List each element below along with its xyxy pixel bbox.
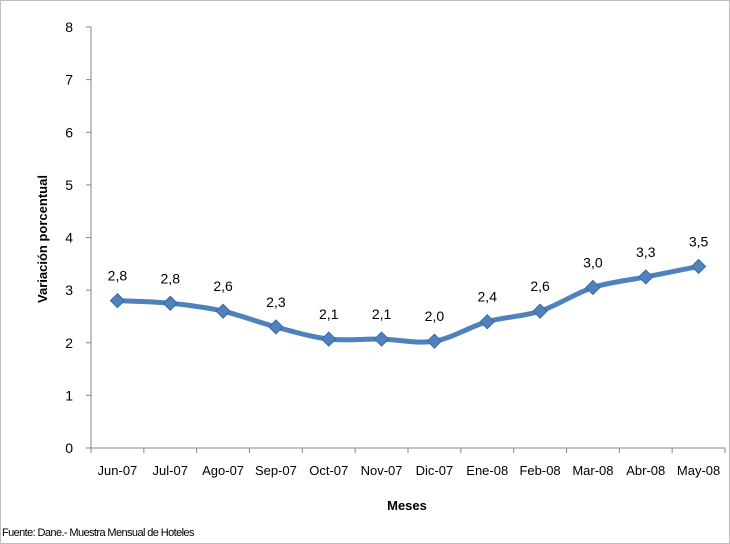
x-tick-label: Abr-08 bbox=[626, 463, 665, 478]
data-label: 2,6 bbox=[530, 278, 550, 294]
data-point-marker bbox=[268, 319, 284, 335]
y-tick-labels: 0 1 2 3 4 5 6 7 8 bbox=[65, 19, 73, 456]
x-tick-label: Dic-07 bbox=[416, 463, 454, 478]
x-tick-label: Feb-08 bbox=[519, 463, 560, 478]
data-labels: 2,8 2,8 2,6 2,3 2,1 2,1 2,0 2,4 2,6 3,0 3,3 3,5 bbox=[108, 233, 709, 324]
data-point-marker bbox=[638, 269, 654, 285]
y-tick-label: 2 bbox=[65, 335, 73, 351]
data-label: 2,6 bbox=[213, 278, 233, 294]
chart-axes bbox=[86, 26, 726, 453]
y-tick-label: 0 bbox=[65, 440, 73, 456]
x-tick-label: Jul-07 bbox=[153, 463, 188, 478]
data-point-marker bbox=[321, 331, 337, 347]
y-tick-label: 7 bbox=[65, 72, 73, 88]
x-axis-title: Meses bbox=[387, 498, 427, 513]
data-point-marker bbox=[585, 279, 601, 296]
x-tick-label: Sep-07 bbox=[255, 463, 297, 478]
data-point-marker bbox=[215, 303, 231, 319]
y-tick-label: 5 bbox=[65, 177, 73, 193]
data-point-marker bbox=[426, 333, 443, 349]
x-tick-label: Ago-07 bbox=[202, 463, 244, 478]
y-tick-label: 3 bbox=[65, 282, 73, 298]
y-tick-label: 1 bbox=[65, 387, 73, 403]
data-label: 3,3 bbox=[636, 244, 656, 260]
y-tick-label: 6 bbox=[65, 124, 73, 140]
data-label: 3,0 bbox=[583, 254, 603, 270]
data-label: 2,0 bbox=[425, 308, 445, 324]
data-label: 2,8 bbox=[108, 268, 128, 284]
data-point-marker bbox=[162, 295, 178, 311]
data-point-marker bbox=[479, 313, 495, 330]
data-label: 3,5 bbox=[689, 233, 709, 249]
y-tick-label: 8 bbox=[65, 19, 73, 35]
x-tick-label: Nov-07 bbox=[361, 463, 403, 478]
data-label: 2,4 bbox=[478, 289, 498, 305]
data-point-marker bbox=[532, 303, 548, 319]
x-tick-labels: Jun-07 Jul-07 Ago-07 Sep-07 Oct-07 Nov-07 Dic-… bbox=[98, 463, 721, 478]
data-point-marker bbox=[690, 258, 707, 275]
x-tick-label: Jun-07 bbox=[98, 463, 138, 478]
data-label: 2,8 bbox=[161, 270, 181, 286]
x-tick-label: Ene-08 bbox=[466, 463, 508, 478]
series-line bbox=[114, 263, 702, 345]
data-point-marker bbox=[109, 292, 126, 309]
data-label: 2,1 bbox=[319, 306, 339, 322]
x-tick-label: Oct-07 bbox=[309, 463, 348, 478]
data-point-marker bbox=[373, 331, 390, 347]
series-layer bbox=[109, 258, 707, 349]
y-axis-title: Variación porcentual bbox=[35, 175, 50, 303]
x-tick-label: Mar-08 bbox=[572, 463, 613, 478]
data-label: 2,3 bbox=[266, 294, 286, 310]
data-label: 2,1 bbox=[372, 306, 392, 322]
source-note: Fuente: Dane.- Muestra Mensual de Hotele… bbox=[2, 527, 194, 539]
x-tick-label: May-08 bbox=[677, 463, 720, 478]
y-tick-label: 4 bbox=[65, 230, 73, 246]
